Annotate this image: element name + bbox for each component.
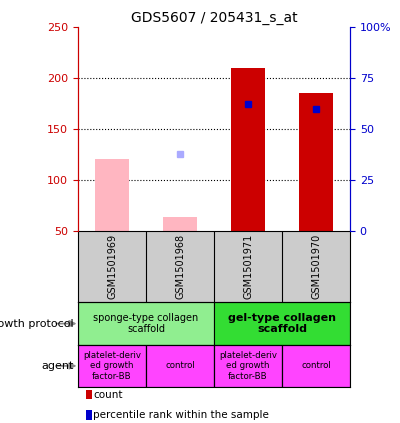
Bar (299, 93, 333, 231)
Text: growth protocol: growth protocol (0, 319, 74, 329)
Text: control: control (301, 361, 331, 371)
Text: GSM1501969: GSM1501969 (107, 234, 117, 299)
Text: sponge-type collagen
scaffold: sponge-type collagen scaffold (93, 313, 199, 335)
Text: gel-type collagen
scaffold: gel-type collagen scaffold (228, 313, 336, 335)
Text: count: count (94, 390, 123, 400)
Bar (214, 302, 350, 345)
Text: control: control (165, 361, 195, 371)
Text: GSM1501971: GSM1501971 (243, 234, 253, 299)
Bar (95, 159, 129, 231)
Text: GSM1501970: GSM1501970 (311, 234, 321, 299)
Bar (146, 345, 214, 387)
Title: GDS5607 / 205431_s_at: GDS5607 / 205431_s_at (131, 11, 297, 25)
Text: agent: agent (42, 361, 74, 371)
Text: GSM1501968: GSM1501968 (175, 234, 185, 299)
Bar (282, 345, 350, 387)
Text: platelet-deriv
ed growth
factor-BB: platelet-deriv ed growth factor-BB (83, 351, 141, 381)
Bar (78, 302, 214, 345)
Text: platelet-deriv
ed growth
factor-BB: platelet-deriv ed growth factor-BB (219, 351, 277, 381)
Bar (78, 345, 146, 387)
Bar (214, 345, 282, 387)
Bar (163, 217, 197, 231)
Bar (231, 68, 265, 231)
Text: percentile rank within the sample: percentile rank within the sample (94, 410, 269, 420)
